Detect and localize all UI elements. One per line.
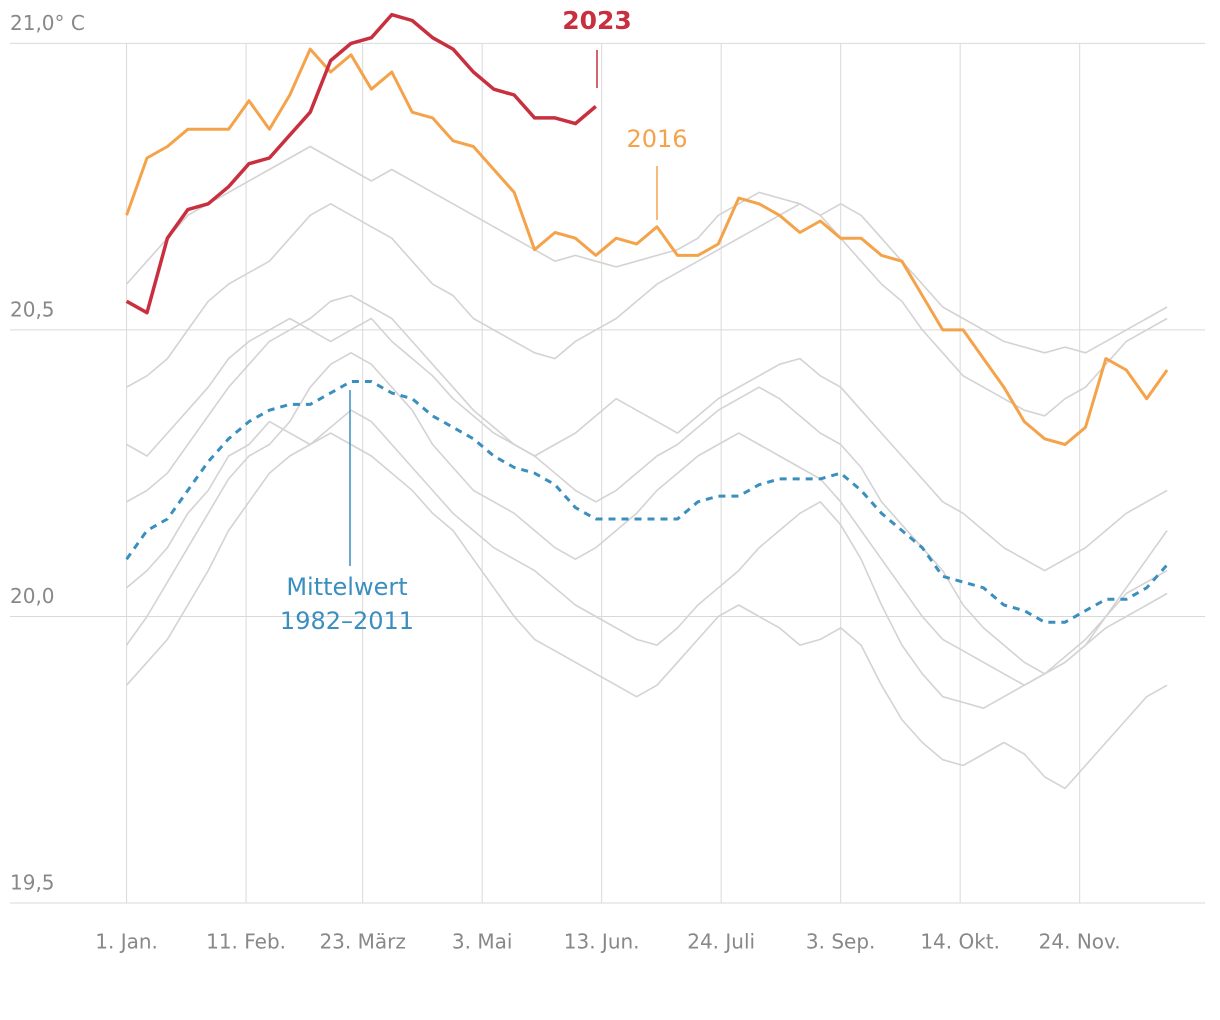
year-line — [126, 145, 1168, 354]
y-tick-label: 21,0° C — [10, 11, 85, 35]
x-tick-label: 1. Jan. — [95, 930, 158, 954]
x-tick-label: 3. Sep. — [806, 930, 876, 954]
year-line — [126, 409, 1168, 709]
x-tick-label: 13. Jun. — [564, 930, 640, 954]
x-tick-label: 24. Juli — [687, 930, 755, 954]
year-line — [126, 432, 1168, 790]
year-line — [125, 352, 1168, 686]
year-line — [126, 203, 1168, 417]
y-tick-label: 19,5 — [10, 871, 55, 895]
x-tick-label: 3. Mai — [452, 930, 513, 954]
y-tick-label: 20,0 — [10, 584, 55, 608]
x-tick-label: 23. März — [319, 930, 405, 954]
y-tick-label: 20,5 — [10, 297, 55, 321]
highlight-line — [125, 380, 1169, 624]
label-line: Mittelwert — [286, 573, 407, 601]
series-label: 2016 — [626, 125, 687, 153]
series-label: 2023 — [562, 6, 632, 35]
highlight-line — [125, 12, 597, 315]
x-tick-label: 14. Okt. — [920, 930, 1000, 954]
x-tick-label: 11. Feb. — [206, 930, 286, 954]
x-tick-label: 24. Nov. — [1039, 930, 1121, 954]
year-line — [126, 317, 1168, 572]
year-line — [126, 294, 1168, 675]
label-line: 1982–2011 — [280, 607, 414, 635]
series-label: Mittelwert 1982–2011 — [280, 573, 414, 635]
highlight-line — [125, 47, 1169, 446]
